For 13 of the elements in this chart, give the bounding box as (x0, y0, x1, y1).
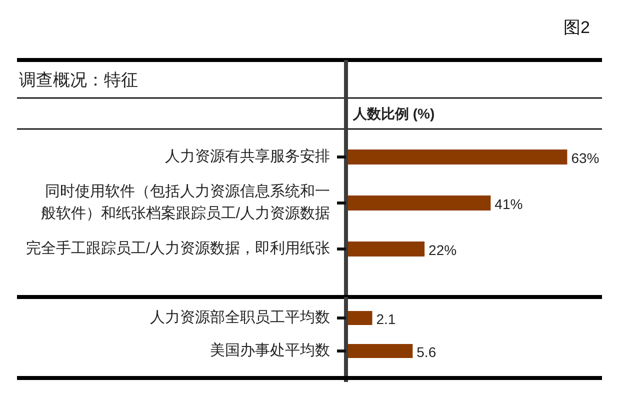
y-tick-label: 人力资源有共享服务安排 (165, 147, 330, 167)
text: 调查概况：特征 (19, 70, 138, 90)
data-label: 5.6 (416, 344, 436, 360)
data-label: 63% (571, 150, 600, 166)
data-label: 2.1 (376, 311, 396, 327)
y-tick-label: 人力资源部全职员工平均数 (150, 308, 330, 328)
caption: 图2 (564, 18, 590, 37)
y-tick-label: 美国办事处平均数 (210, 341, 330, 361)
y-tick-label: 同时使用软件（包括人力资源信息系统和一般软件）和纸张档案跟踪员工/人力资源数据 (40, 182, 330, 224)
y-tick-label: 完全手工跟踪员工/人力资源数据，即利用纸张 (26, 239, 330, 259)
data-label: 22% (428, 242, 457, 258)
data-label: 41% (494, 196, 523, 212)
x-axis-title: 人数比例 (%) (352, 106, 435, 122)
